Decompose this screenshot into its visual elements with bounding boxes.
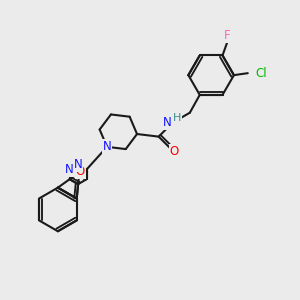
Text: O: O [76, 165, 85, 178]
Text: N: N [103, 140, 111, 153]
Text: N: N [65, 163, 74, 176]
Text: Cl: Cl [256, 67, 267, 80]
Text: H: H [172, 113, 181, 123]
Text: N: N [74, 158, 82, 171]
Text: F: F [224, 29, 231, 42]
Text: O: O [169, 145, 179, 158]
Text: N: N [163, 116, 172, 129]
